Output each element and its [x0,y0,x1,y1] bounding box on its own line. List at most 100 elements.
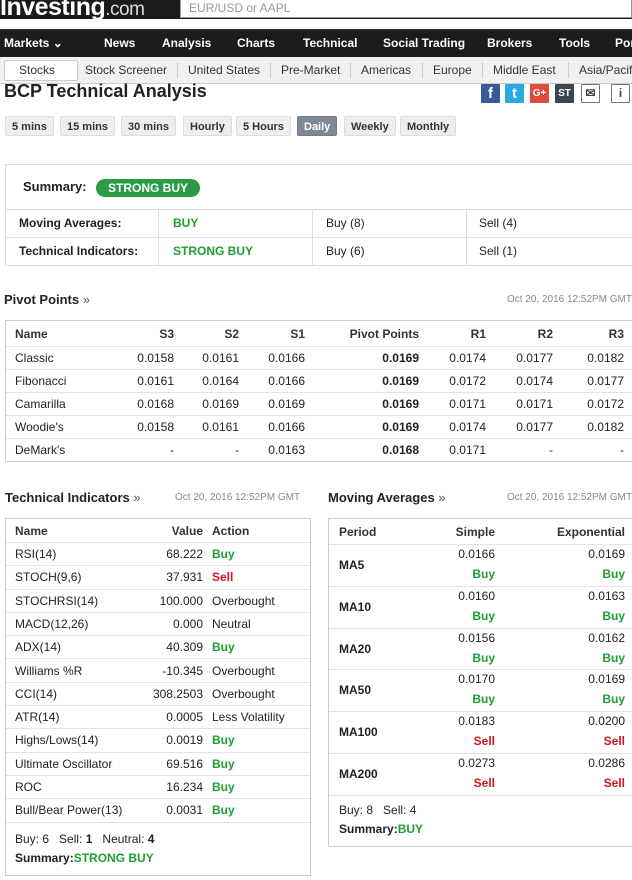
ma-exponential-value: 0.0163 [588,588,625,603]
nav-technical[interactable]: Technical [303,36,358,50]
nav-portfolio[interactable]: Por [615,36,632,50]
indicator-name[interactable]: ATR(14) [15,710,60,725]
table-row: MA50 0.0170 Buy 0.0169 Buy [329,670,632,713]
indicator-value: 0.0019 [166,733,203,748]
column-header-value: Value [171,524,203,538]
nav-markets[interactable]: Markets ⌄ [4,36,63,50]
divider [568,62,569,78]
subnav-asia-pacific[interactable]: Asia/Pacif [579,63,632,77]
indicator-action: Sell [212,570,234,585]
timeframe-30-mins[interactable]: 30 mins [121,116,176,136]
timeframe-weekly[interactable]: Weekly [344,116,396,136]
technical-indicators-title[interactable]: Technical Indicators » [5,490,141,505]
indicator-name[interactable]: Bull/Bear Power(13) [15,803,123,818]
pivot-timestamp: Oct 20, 2016 12:52PM GMT [506,294,632,305]
summary-row-signal: STRONG BUY [173,244,254,258]
subnav-pre-market[interactable]: Pre-Market [281,63,341,77]
timeframe-15-mins[interactable]: 15 mins [60,116,115,136]
indicator-value: 16.234 [166,780,203,794]
indicator-action: Less Volatility [212,710,285,725]
subnav-americas[interactable]: Americas [361,63,412,77]
facebook-icon[interactable]: f [481,84,500,103]
indicator-name[interactable]: STOCH(9,6) [15,570,82,585]
indicator-name[interactable]: Highs/Lows(14) [15,733,99,748]
pivot-value-s1: 0.0166 [268,374,305,388]
timeframe-5-hours[interactable]: 5 Hours [236,116,291,136]
table-row: MACD(12,26) 0.000 Neutral [6,613,310,637]
moving-averages-title[interactable]: Moving Averages » [328,490,446,505]
pivot-value-s1: 0.0169 [268,397,305,411]
timeframe-monthly[interactable]: Monthly [400,116,457,136]
indicator-name[interactable]: ADX(14) [15,640,62,655]
table-header: Name S3 S2 S1 Pivot Points R1 R2 R3 [6,321,632,347]
indicator-name[interactable]: RSI(14) [15,547,57,561]
ma-exponential-action: Buy [602,692,625,707]
indicator-name[interactable]: ROC [15,780,42,794]
pivot-value-pivot-points: 0.0169 [382,351,419,365]
nav-brokers[interactable]: Brokers [487,36,533,50]
nav-social-trading[interactable]: Social Trading [383,36,466,50]
subnav-middle-east[interactable]: Middle East [493,63,556,77]
indicator-value: -10.345 [162,663,203,678]
ma-period[interactable]: MA100 [339,725,378,740]
ma-exponential-value: 0.0169 [588,547,625,561]
nav-news[interactable]: News [104,36,136,50]
subnav-united-states[interactable]: United States [188,63,261,77]
divider [350,62,351,78]
indicator-name[interactable]: Williams %R [15,663,83,678]
ma-period[interactable]: MA5 [339,558,365,572]
table-row: DeMark's - - 0.0163 0.0168 0.0171 - - [6,439,632,462]
logo[interactable]: Investing.com [0,0,145,21]
pivot-value-r1: 0.0171 [449,397,486,411]
ma-simple-action: Sell [473,734,495,749]
table-row: Fibonacci 0.0161 0.0164 0.0166 0.0169 0.0172 0… [6,370,632,393]
pivot-value-s1: 0.0166 [268,351,305,365]
table-row: MA10 0.0160 Buy 0.0163 Buy [329,587,632,629]
stocktwits-icon[interactable]: ST [555,84,574,103]
info-icon[interactable]: i [611,84,630,103]
ma-simple-value: 0.0160 [458,588,495,603]
ma-period[interactable]: MA50 [339,683,372,698]
column-header-s1: S1 [290,327,305,341]
ma-exponential-action: Sell [603,734,625,749]
table-row: Woodie's 0.0158 0.0161 0.0166 0.0169 0.0174 0.… [6,416,632,439]
column-header-r2: R2 [537,327,553,341]
pivot-value-s3: - [170,443,174,457]
indicator-name[interactable]: CCI(14) [15,686,58,701]
email-icon[interactable]: ✉ [581,84,600,103]
subnav-stocks[interactable]: Stocks [19,63,56,77]
timeframe-5-mins[interactable]: 5 mins [5,116,54,136]
subnav-stock-screener[interactable]: Stock Screener [85,63,168,77]
ma-period[interactable]: MA20 [339,641,372,656]
nav-tools[interactable]: Tools [559,36,591,50]
pivot-value-r3: 0.0177 [587,374,624,388]
pivot-value-pivot-points: 0.0168 [382,443,419,457]
subnav-europe[interactable]: Europe [433,63,472,77]
column-header-action: Action [212,524,250,538]
column-header-simple: Simple [455,525,495,539]
divider [312,210,313,238]
nav-analysis[interactable]: Analysis [162,36,212,50]
pivot-points-title[interactable]: Pivot Points » [4,292,90,307]
pivot-method-name: DeMark's [15,443,66,457]
google-plus-icon[interactable]: G+ [530,84,549,103]
twitter-icon[interactable]: t [505,84,524,103]
indicator-name[interactable]: MACD(12,26) [15,616,89,631]
pivot-value-r2: 0.0174 [516,374,553,388]
timeframe-hourly[interactable]: Hourly [183,116,232,136]
timeframe-daily[interactable]: Daily [297,116,338,136]
pivot-value-r2: 0.0177 [516,420,553,434]
column-header-s2: S2 [224,327,239,341]
ma-exponential-value: 0.0286 [588,756,625,770]
ma-simple-value: 0.0273 [458,756,495,770]
table-row: ROC 16.234 Buy [6,776,310,800]
indicator-action: Overbought [212,663,275,678]
ma-period[interactable]: MA10 [339,599,372,614]
nav-charts[interactable]: Charts [237,36,276,50]
indicator-name[interactable]: STOCHRSI(14) [15,593,99,608]
indicator-name[interactable]: Ultimate Oscillator [15,756,113,771]
ma-period[interactable]: MA200 [339,767,378,781]
ma-simple-action: Sell [473,776,495,790]
search-input[interactable]: EUR/USD or AAPL [180,0,632,18]
active-subnav-pill [4,60,78,81]
